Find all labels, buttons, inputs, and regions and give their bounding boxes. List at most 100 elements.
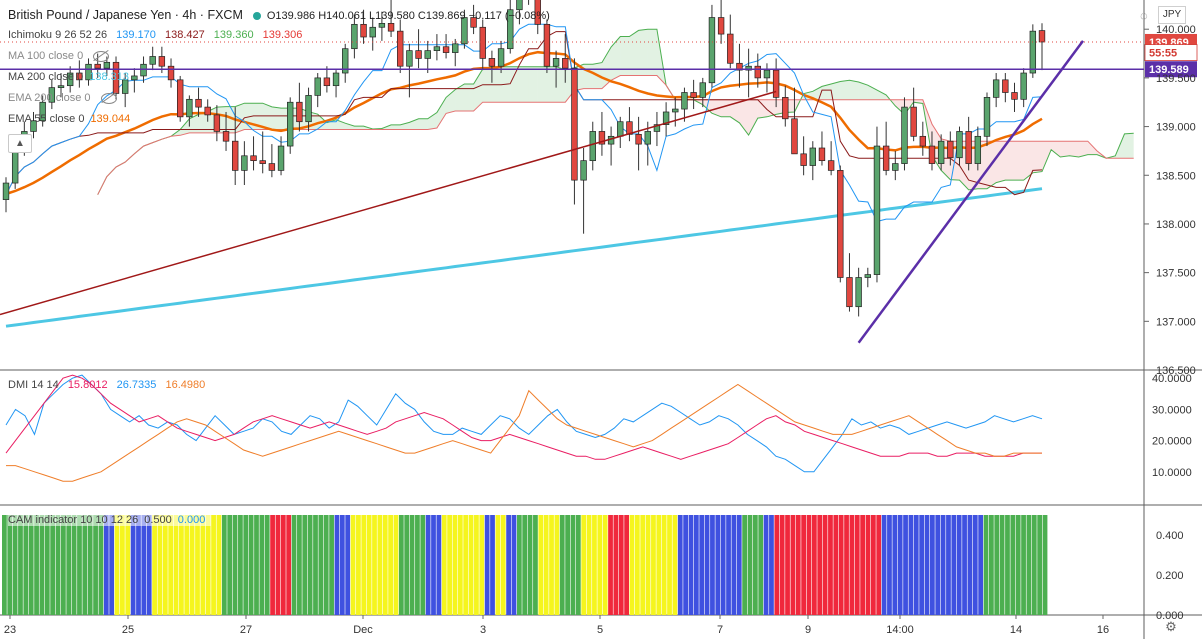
- scale-options-icon[interactable]: ◌: [1140, 8, 1148, 23]
- ichimoku-label: Ichimoku 9 26 52 26: [8, 29, 108, 41]
- candle-body: [507, 9, 514, 50]
- cam-tick-label: 0.200: [1156, 570, 1184, 582]
- cam-bar: [640, 515, 646, 615]
- cam-bar: [221, 515, 227, 615]
- cam-bar: [828, 515, 833, 615]
- cam-bar: [785, 515, 790, 615]
- cam-bar: [1021, 515, 1026, 615]
- cam-bar: [275, 515, 281, 615]
- cam-bar: [297, 515, 302, 615]
- cam-bar: [522, 515, 528, 615]
- cam-value-2: 0.000: [177, 514, 206, 526]
- candle-body: [149, 56, 156, 65]
- candle-body: [351, 23, 358, 50]
- candle-body: [598, 131, 606, 145]
- cam-bar: [345, 515, 351, 615]
- cam-bar: [972, 515, 978, 615]
- cam-bar: [356, 515, 361, 615]
- cam-bar: [457, 515, 463, 615]
- cam-bar: [951, 515, 957, 615]
- legend-ema55[interactable]: EMA 55 close 0 139.044: [8, 113, 136, 125]
- hidden-eye-icon[interactable]: [93, 50, 110, 62]
- cam-bar: [870, 515, 876, 615]
- candle-body: [901, 106, 908, 164]
- cam-bar: [790, 515, 796, 615]
- legend-cam[interactable]: CAM indicator 10 10 12 26 0.500 0.000: [8, 514, 212, 526]
- candle-body: [461, 17, 468, 45]
- candle-body: [644, 131, 651, 145]
- cam-bar: [710, 515, 715, 615]
- cam-bar: [329, 515, 334, 615]
- candle-body: [397, 30, 404, 67]
- cam-bar: [173, 515, 179, 615]
- cam-bar: [280, 515, 286, 615]
- cam-bar: [988, 515, 994, 615]
- cam-bar: [924, 515, 930, 615]
- cam-bar: [248, 515, 254, 615]
- cam-bar: [860, 515, 866, 615]
- cloud-segment: [849, 80, 859, 100]
- hidden-eye-icon[interactable]: [100, 92, 117, 104]
- cam-bar: [683, 515, 689, 615]
- cam-bar: [141, 515, 147, 615]
- candle-body: [1029, 30, 1037, 74]
- cam-bar: [431, 515, 436, 615]
- candle-body: [919, 135, 927, 147]
- cam-bar: [506, 515, 511, 615]
- candle-body: [1020, 72, 1027, 100]
- kijun-line: [5, 31, 1043, 196]
- price-label-box: [1144, 44, 1198, 61]
- cloud-segment: [831, 81, 841, 100]
- support-trendline: [0, 90, 777, 316]
- cloud-segment: [730, 99, 740, 123]
- candle-body: [314, 77, 321, 96]
- candle-body: [424, 50, 431, 59]
- cam-bar: [677, 515, 683, 615]
- cloud-segment: [556, 66, 566, 103]
- legend-ichimoku[interactable]: Ichimoku 9 26 52 26 139.170 138.427 139.…: [8, 29, 308, 41]
- cam-bar: [935, 515, 941, 615]
- gear-icon[interactable]: ⚙: [1165, 619, 1177, 634]
- candle-body: [30, 120, 37, 132]
- legend-dmi[interactable]: DMI 14 14 15.8012 26.7335 16.4980: [8, 379, 211, 391]
- cam-bar: [693, 515, 699, 615]
- candle-body: [497, 48, 505, 67]
- cam-bar: [511, 515, 517, 615]
- cloud-segment: [537, 66, 547, 103]
- price-label: 139.589: [1149, 64, 1189, 76]
- legend-ma200[interactable]: MA 200 close 0 138.313: [8, 71, 135, 83]
- cam-bar: [597, 515, 603, 615]
- cam-bar: [2, 515, 7, 615]
- cam-bar: [12, 515, 18, 615]
- candle-body: [296, 101, 303, 123]
- cam-bar: [372, 515, 377, 615]
- cam-bar: [334, 515, 340, 615]
- cam-bar: [962, 515, 967, 615]
- candle-body: [369, 26, 376, 38]
- cam-bar: [313, 515, 318, 615]
- candle-body: [470, 17, 477, 28]
- candle-body: [882, 145, 890, 171]
- legend-ma100[interactable]: MA 100 close 0: [8, 50, 115, 62]
- cam-bar: [527, 515, 533, 615]
- legend-ema200[interactable]: EMA 200 close 0: [8, 92, 123, 104]
- candle-body: [717, 17, 725, 35]
- time-tick-label: 3: [480, 624, 486, 636]
- currency-button[interactable]: JPY: [1158, 6, 1186, 24]
- cloud-segment: [528, 66, 538, 103]
- collapse-legend-button[interactable]: ▲: [8, 134, 32, 153]
- time-tick-label: Dec: [353, 624, 373, 636]
- cam-bar: [978, 515, 984, 615]
- candle-body: [662, 111, 670, 125]
- candle-body: [992, 79, 1000, 98]
- cam-bar: [688, 515, 694, 615]
- cam-bar: [876, 515, 882, 615]
- cam-bar: [704, 515, 710, 615]
- cam-bar: [533, 515, 538, 615]
- time-tick-label: 23: [4, 624, 16, 636]
- cam-bar: [44, 515, 50, 615]
- candle-body: [910, 106, 917, 137]
- candle-body: [222, 131, 230, 142]
- cam-bar: [152, 515, 157, 615]
